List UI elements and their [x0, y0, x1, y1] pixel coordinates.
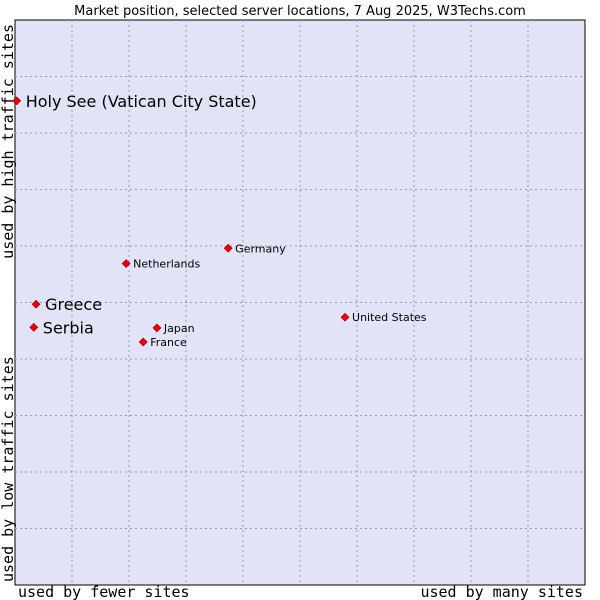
point-marker — [121, 259, 131, 268]
point-label: Germany — [235, 242, 286, 255]
chart-title: Market position, selected server locatio… — [74, 4, 526, 19]
point-holy-see-vatican-city-state: Holy See (Vatican City State) — [12, 92, 257, 111]
point-marker — [138, 337, 148, 347]
point-label: Serbia — [43, 318, 94, 337]
point-label: France — [150, 336, 187, 349]
point-marker — [12, 96, 22, 106]
point-marker — [31, 299, 41, 309]
point-japan: Japan — [152, 322, 195, 335]
point-marker — [223, 243, 233, 253]
point-france: France — [138, 336, 187, 349]
point-label: Netherlands — [133, 258, 200, 271]
point-marker — [340, 312, 350, 322]
point-serbia: Serbia — [29, 318, 94, 337]
point-germany: Germany — [223, 242, 286, 255]
point-marker — [29, 322, 39, 332]
y-axis-bottom-label: used by low traffic sites — [0, 356, 17, 582]
point-greece: Greece — [31, 295, 102, 314]
point-label: United States — [352, 311, 427, 324]
point-united-states: United States — [340, 311, 427, 324]
point-netherlands: Netherlands — [121, 258, 200, 271]
y-axis-top-label: used by high traffic sites — [0, 24, 17, 259]
point-label: Holy See (Vatican City State) — [26, 92, 257, 111]
point-label: Greece — [45, 295, 102, 314]
point-label: Japan — [163, 322, 195, 335]
x-axis-right-label: used by many sites — [420, 583, 583, 600]
data-points: Holy See (Vatican City State) Germany Neth… — [12, 92, 427, 349]
grid-lines — [15, 20, 585, 585]
point-marker — [152, 323, 162, 333]
x-axis-left-label: used by fewer sites — [18, 583, 190, 600]
